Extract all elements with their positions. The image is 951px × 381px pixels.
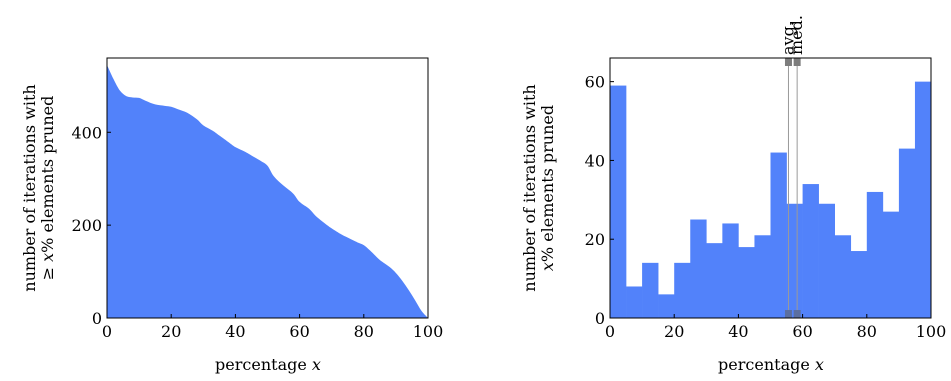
right-y-tick-label: 20 xyxy=(585,230,605,249)
histogram-bar xyxy=(658,294,675,318)
histogram-bar xyxy=(706,243,723,318)
left-x-axis-label: percentage x xyxy=(215,355,321,374)
histogram-bar xyxy=(802,184,819,318)
left-y-tick-label: 200 xyxy=(71,216,102,235)
right-x-tick-label: 80 xyxy=(857,322,877,341)
left-x-tick-label: 20 xyxy=(161,322,181,341)
right-x-tick-label: 60 xyxy=(792,322,812,341)
right-y-tick-label: 40 xyxy=(585,151,605,170)
left-plot-frame xyxy=(106,57,429,319)
marker-cap-top xyxy=(793,58,801,66)
right-y-axis-label-line2: x% elements pruned xyxy=(538,105,557,271)
left-y-axis-label-line2: ≥ x% elements pruned xyxy=(38,96,57,281)
histogram-bar xyxy=(770,152,787,318)
left-x-tick-label: 80 xyxy=(354,322,374,341)
histogram-bar xyxy=(898,148,916,318)
histogram-bar xyxy=(738,247,755,318)
chart-right: avg.med. 0 20 40 60 80 100 0 20 40 60 percentage … xyxy=(520,15,946,374)
histogram-bar xyxy=(722,223,739,318)
histogram-bar xyxy=(642,262,659,318)
histogram-bar xyxy=(866,191,884,318)
right-y-axis-label-line1: number of iterations with xyxy=(520,84,539,291)
histogram-bar xyxy=(674,262,691,318)
marker-cap-bottom xyxy=(793,310,801,318)
marker-label-med: med. xyxy=(787,15,806,55)
right-y-tick-label: 0 xyxy=(595,309,605,328)
histogram-bar xyxy=(914,81,932,319)
histogram-bar xyxy=(690,219,707,318)
histogram-bar xyxy=(626,286,643,318)
left-area-series xyxy=(107,64,428,318)
histogram-bar xyxy=(786,203,803,318)
marker-label-avg: avg. xyxy=(778,21,797,55)
right-y-tick-label: 60 xyxy=(585,73,605,92)
left-ticks: 0 20 40 60 80 100 0 200 400 xyxy=(71,123,443,341)
left-y-axis-label-line1: number of iterations with xyxy=(20,84,39,291)
histogram-bar xyxy=(754,235,771,318)
histogram-bar xyxy=(834,235,852,318)
right-ticks: 0 20 40 60 80 100 0 20 40 60 xyxy=(585,73,947,341)
chart-left: 0 20 40 60 80 100 0 200 400 percentage x number … xyxy=(20,57,443,374)
right-x-axis-label: percentage x xyxy=(718,355,824,374)
left-x-tick-label: 100 xyxy=(413,322,444,341)
right-x-tick-label: 20 xyxy=(664,322,684,341)
left-x-tick-label: 60 xyxy=(289,322,309,341)
histogram-bar xyxy=(882,211,900,318)
histogram-bar xyxy=(850,251,868,318)
right-x-tick-label: 0 xyxy=(605,322,615,341)
right-bars-layer xyxy=(610,81,932,319)
marker-cap-bottom xyxy=(784,310,792,318)
right-markers-layer: avg.med. xyxy=(778,15,806,318)
left-y-tick-label: 400 xyxy=(71,123,102,142)
left-x-tick-label: 0 xyxy=(102,322,112,341)
right-plot-frame xyxy=(609,57,932,319)
right-x-tick-label: 40 xyxy=(728,322,748,341)
histogram-bar xyxy=(610,85,627,318)
marker-cap-top xyxy=(784,58,792,66)
histogram-bar xyxy=(818,203,835,318)
right-x-tick-label: 100 xyxy=(916,322,947,341)
left-x-tick-label: 40 xyxy=(225,322,245,341)
left-area-layer xyxy=(107,64,428,318)
left-y-tick-label: 0 xyxy=(92,309,102,328)
